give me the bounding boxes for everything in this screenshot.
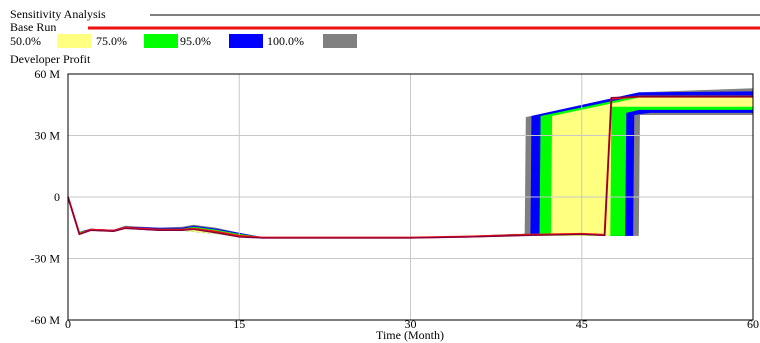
legend-label-100: 100.0% <box>267 34 304 48</box>
y-tick-label: 60 M <box>34 67 60 81</box>
axis-ticks: 0 15 30 45 60 60 M 30 M 0 -30 M -60 M <box>30 67 759 331</box>
x-tick-label: 15 <box>233 317 245 331</box>
x-tick-label: 60 <box>747 317 759 331</box>
legend-label-50: 50.0% <box>10 34 41 48</box>
series-label: Developer Profit <box>10 52 91 66</box>
y-tick-label: -30 M <box>30 252 60 266</box>
y-tick-label: 30 M <box>34 129 60 143</box>
legend-swatch-95 <box>229 34 263 48</box>
sensitivity-mean-line <box>67 95 753 239</box>
grid-lines <box>68 74 753 320</box>
legend-label-95: 95.0% <box>180 34 211 48</box>
series-lines <box>67 95 753 239</box>
plot-area <box>67 73 754 321</box>
x-tick-label: 45 <box>576 317 588 331</box>
base-run-label: Base Run <box>10 20 56 34</box>
legend: 50.0% 75.0% 95.0% 100.0% <box>10 34 357 48</box>
x-tick-label: 30 <box>405 317 417 331</box>
chart-title: Sensitivity Analysis <box>10 7 106 21</box>
x-axis-label: Time (Month) <box>376 328 444 342</box>
legend-label-75: 75.0% <box>96 34 127 48</box>
y-tick-label: -60 M <box>30 313 60 327</box>
legend-swatch-100 <box>323 34 357 48</box>
plot-frame <box>67 73 754 321</box>
y-tick-label: 0 <box>54 190 60 204</box>
x-tick-label: 0 <box>65 317 71 331</box>
legend-swatch-50 <box>57 34 91 48</box>
legend-swatch-75 <box>144 34 178 48</box>
